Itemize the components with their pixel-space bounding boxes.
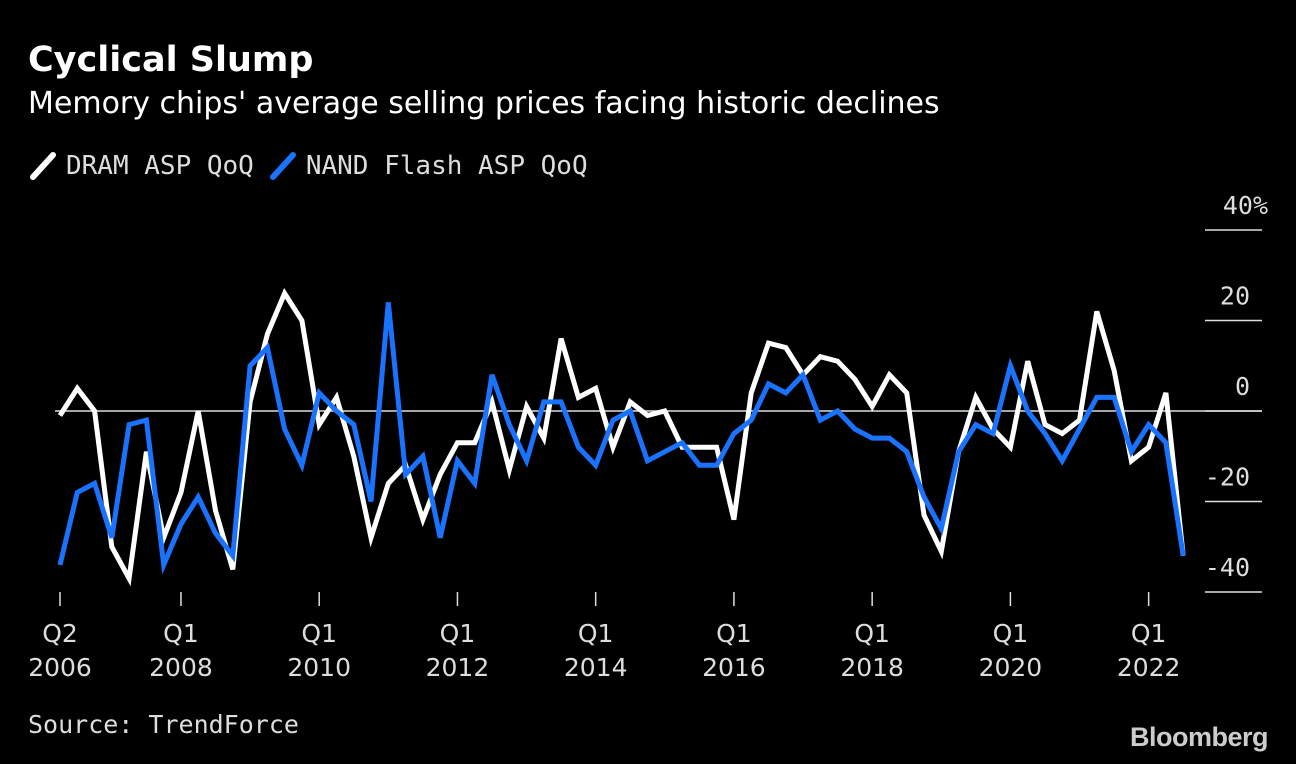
legend-label-nand: NAND Flash ASP QoQ [305, 151, 588, 181]
x-tick-label-year: 2010 [287, 653, 351, 682]
x-tick-label-year: 2022 [1117, 653, 1181, 682]
x-tick-label-year: 2012 [426, 653, 490, 682]
chart-axes: 40% 20 0 -20 -40 Q2 2006 Q1 2008 Q1 2010 Q1 2012 Q1 20… [28, 191, 1268, 682]
x-tick-label-year: 2018 [840, 653, 904, 682]
source-note: Source: TrendForce [28, 710, 299, 739]
chart-title: Cyclical Slump [28, 40, 314, 80]
series-line-nand [57, 302, 1186, 575]
x-tick-label-quarter: Q1 [716, 619, 752, 648]
chart-subtitle: Memory chips' average selling prices fac… [28, 86, 940, 121]
x-tick-label-year: 2014 [564, 653, 628, 682]
x-tick-label-year: 2020 [979, 653, 1043, 682]
x-tick-label-year: 2006 [28, 653, 92, 682]
x-tick-label-quarter: Q1 [854, 619, 890, 648]
legend: DRAM ASP QoQ NAND Flash ASP QoQ [28, 150, 602, 182]
x-tick-label-quarter: Q1 [1131, 619, 1167, 648]
legend-swatch-dram [30, 152, 56, 180]
x-tick-label-year: 2016 [702, 653, 766, 682]
legend-label-dram: DRAM ASP QoQ [66, 151, 254, 181]
y-tick-label: 0 [1235, 372, 1250, 401]
x-tick-label-quarter: Q1 [578, 619, 614, 648]
y-tick-label: -40 [1205, 553, 1250, 582]
x-tick-label-quarter: Q2 [42, 619, 78, 648]
chart-series [57, 288, 1186, 587]
y-tick-label: -20 [1205, 463, 1250, 492]
bloomberg-logo: Bloomberg [1129, 722, 1269, 752]
x-tick-label-quarter: Q1 [440, 619, 476, 648]
x-tick-label-year: 2008 [149, 653, 213, 682]
legend-swatch-nand [269, 152, 296, 180]
series-line-dram [57, 288, 1186, 587]
legend-item-dram: DRAM ASP QoQ [28, 150, 254, 182]
legend-item-nand: NAND Flash ASP QoQ [268, 150, 588, 182]
x-tick-label-quarter: Q1 [163, 619, 199, 648]
y-tick-label: 40% [1223, 191, 1268, 220]
x-tick-label-quarter: Q1 [301, 619, 337, 648]
y-tick-label: 20 [1220, 282, 1250, 311]
x-tick-label-quarter: Q1 [993, 619, 1029, 648]
